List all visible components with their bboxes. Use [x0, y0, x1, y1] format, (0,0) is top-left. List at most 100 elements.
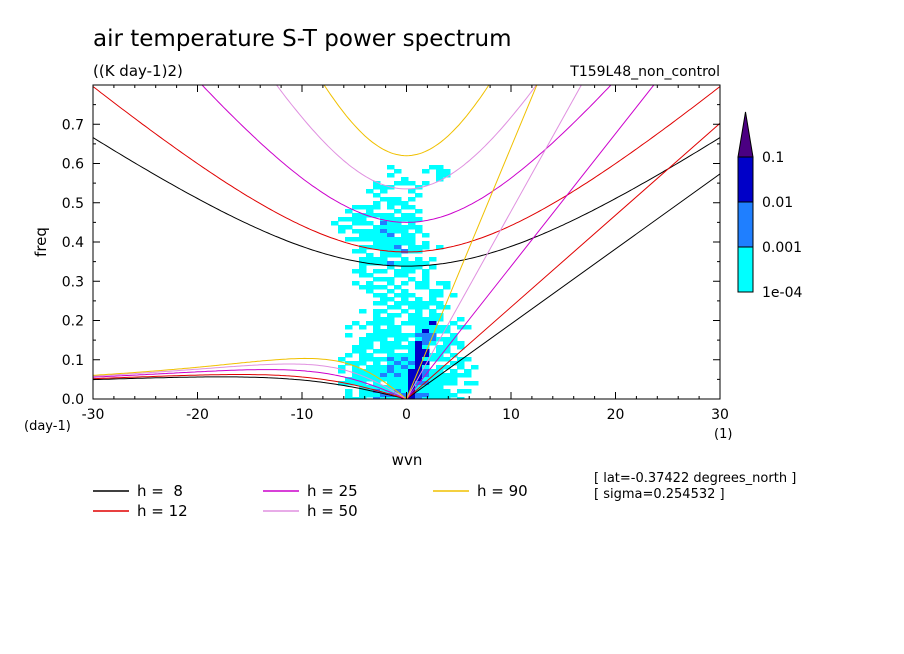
spectrum-cell	[366, 389, 374, 394]
spectrum-cell	[373, 245, 381, 250]
spectrum-cell	[380, 321, 388, 326]
spectrum-cell	[345, 381, 353, 386]
spectrum-cell	[352, 381, 360, 386]
spectrum-cell	[394, 329, 402, 334]
spectrum-cell	[429, 301, 437, 306]
spectrum-cell	[373, 201, 381, 206]
spectrum-cell	[408, 397, 416, 399]
spectrum-cell	[338, 357, 346, 362]
spectrum-cell	[373, 233, 381, 238]
spectrum-cell	[394, 273, 402, 278]
dispersion-curve-h50-2	[93, 363, 407, 399]
spectrum-cell	[373, 185, 381, 190]
spectrum-cell	[387, 205, 395, 210]
spectrum-cell	[443, 373, 451, 378]
spectrum-cell	[408, 361, 416, 366]
x-tick-label: 20	[607, 407, 625, 423]
spectrum-cell	[415, 369, 423, 374]
spectrum-cell	[359, 257, 367, 262]
spectrum-cell	[366, 357, 374, 362]
spectrum-cell	[373, 381, 381, 386]
spectrum-cell	[429, 313, 437, 318]
spectrum-cell	[338, 381, 346, 386]
spectrum-cell	[408, 189, 416, 194]
spectrum-cell	[387, 333, 395, 338]
spectrum-cell	[380, 241, 388, 246]
spectrum-cell	[359, 265, 367, 270]
spectrum-cell	[387, 397, 395, 399]
spectrum-cell	[380, 341, 388, 346]
spectrum-cell	[373, 301, 381, 306]
spectrum-cell	[422, 365, 430, 370]
spectrum-cell	[338, 217, 346, 222]
spectrum-cell	[422, 245, 430, 250]
spectrum-cell	[408, 333, 416, 338]
spectrum-cell	[429, 377, 437, 382]
spectrum-cell	[443, 381, 451, 386]
spectrum-cell	[380, 229, 388, 234]
spectrum-cell	[380, 337, 388, 342]
spectrum-cell	[380, 385, 388, 390]
spectrum-cell	[415, 385, 423, 390]
spectrum-cell	[408, 245, 416, 250]
spectrum-cell	[415, 337, 423, 342]
spectrum-cell	[450, 321, 458, 326]
dispersion-curve-h8-1	[406, 173, 720, 399]
spectrum-cell	[422, 269, 430, 274]
spectrum-cell	[429, 321, 437, 326]
dispersion-curve-h90-2	[93, 357, 407, 399]
dispersion-curve-h25-0	[201, 85, 612, 223]
spectrum-cell	[373, 229, 381, 234]
spectrum-cell	[394, 353, 402, 358]
dispersion-curve-h25-2	[93, 369, 407, 399]
spectrum-cell	[429, 317, 437, 322]
spectrum-cell	[401, 289, 409, 294]
x-tick-label: -20	[186, 407, 209, 423]
spectrum-cell	[331, 221, 339, 226]
y-tick-label: 0.3	[62, 274, 84, 290]
spectrum-cell	[450, 369, 458, 374]
spectrum-cell	[380, 293, 388, 298]
spectrum-cell	[408, 353, 416, 358]
spectrum-cell	[457, 373, 465, 378]
spectrum-cell	[401, 233, 409, 238]
spectrum-cell	[457, 357, 465, 362]
spectrum-cell	[387, 381, 395, 386]
spectrum-cell	[422, 353, 430, 358]
spectrum-cell	[429, 393, 437, 398]
spectrum-cell	[422, 369, 430, 374]
spectrum-cell	[401, 261, 409, 266]
legend-label: h = 50	[307, 502, 358, 520]
spectrum-cell	[422, 349, 430, 354]
spectrum-cell	[359, 397, 367, 399]
spectrum-cell	[422, 325, 430, 330]
spectrum-cell	[429, 397, 437, 399]
spectrum-cell	[387, 369, 395, 374]
spectrum-cell	[401, 361, 409, 366]
spectrum-cell	[443, 281, 451, 286]
spectrum-cell	[359, 357, 367, 362]
spectrum-cell	[394, 169, 402, 174]
colorbar-segment-3	[737, 156, 754, 203]
spectrum-cell	[380, 345, 388, 350]
spectrum-cell	[436, 353, 444, 358]
dispersion-curve-h50-1	[406, 85, 582, 399]
spectrum-cell	[408, 217, 416, 222]
spectrum-cell	[359, 325, 367, 330]
spectrum-cell	[359, 373, 367, 378]
spectrum-cell	[387, 361, 395, 366]
spectrum-cell	[387, 297, 395, 302]
spectrum-cell	[366, 281, 374, 286]
legend-label: h = 25	[307, 482, 358, 500]
spectrum-cell	[443, 329, 451, 334]
spectrum-cell	[359, 377, 367, 382]
spectrum-cell	[408, 265, 416, 270]
spectrum-cell	[471, 365, 479, 370]
latitude-annotation: [ lat=-0.37422 degrees_north ]	[594, 471, 796, 486]
spectrum-cell	[366, 253, 374, 258]
spectrum-cell	[415, 313, 423, 318]
spectrum-cell	[345, 393, 353, 398]
spectrum-cell	[394, 345, 402, 350]
spectrum-cell	[352, 345, 360, 350]
spectrum-cell	[380, 197, 388, 202]
